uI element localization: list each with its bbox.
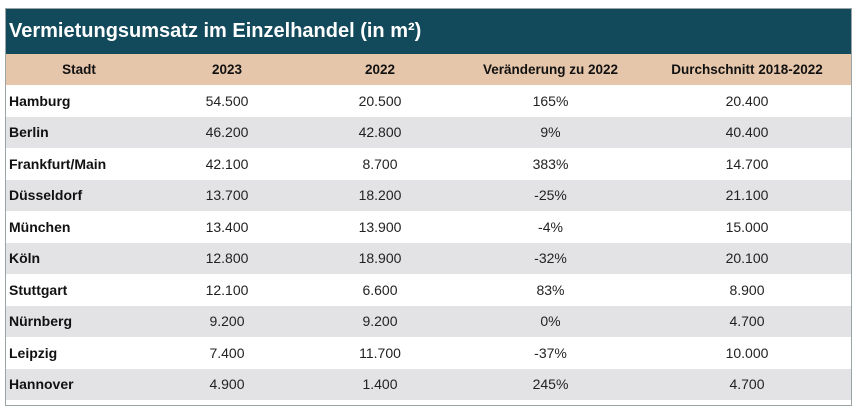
column-header-2022: 2022 — [302, 54, 458, 85]
table-row: Nürnberg 9.200 9.200 0% 4.700 — [6, 305, 851, 337]
table-row: Stuttgart 12.100 6.600 83% 8.900 — [6, 274, 851, 306]
value-2022-cell: 13.900 — [358, 218, 402, 235]
change-cell: 0% — [458, 305, 643, 337]
value-2023-cell: 46.200 — [152, 116, 302, 148]
table-row: Hannover 4.900 1.400 245% 4.700 — [6, 368, 851, 400]
header-row: Stadt 2023 2022 Veränderung zu 2022 Durc… — [6, 54, 851, 85]
change-cell: 83% — [536, 281, 565, 298]
average-cell: 20.100 — [643, 242, 851, 274]
table-row: München 13.400 13.900 -4% 15.000 — [6, 211, 851, 243]
city-cell: Berlin — [6, 116, 152, 148]
change-cell: -25% — [458, 179, 643, 211]
city-cell: Hamburg — [9, 92, 71, 109]
city-cell: Nürnberg — [6, 305, 152, 337]
value-2023-cell: 4.900 — [152, 368, 302, 400]
column-header-change: Veränderung zu 2022 — [458, 54, 643, 85]
average-cell: 8.900 — [729, 281, 765, 298]
average-cell: 21.100 — [643, 179, 851, 211]
average-cell: 40.400 — [643, 116, 851, 148]
value-2023-cell: 13.400 — [205, 218, 249, 235]
table-row: Köln 12.800 18.900 -32% 20.100 — [6, 242, 851, 274]
city-cell: Stuttgart — [9, 281, 68, 298]
city-cell: Leipzig — [9, 344, 58, 361]
change-cell: 383% — [532, 155, 569, 172]
average-cell: 14.700 — [725, 155, 769, 172]
change-cell: -37% — [534, 344, 567, 361]
city-cell: Frankfurt/Main — [9, 155, 107, 172]
value-2023-cell: 12.100 — [205, 281, 249, 298]
city-cell: Hannover — [6, 368, 152, 400]
table-row: Hamburg 54.500 20.500 165% 20.400 — [6, 85, 851, 117]
table-row: Leipzig 7.400 11.700 -37% 10.000 — [6, 337, 851, 369]
value-2023-cell: 12.800 — [152, 242, 302, 274]
average-cell: 10.000 — [725, 344, 769, 361]
table-row: Düsseldorf 13.700 18.200 -25% 21.100 — [6, 179, 851, 211]
value-2022-cell: 1.400 — [302, 368, 458, 400]
change-cell: 165% — [532, 92, 569, 109]
city-cell: München — [9, 218, 71, 235]
average-cell: 15.000 — [725, 218, 769, 235]
value-2023-cell: 9.200 — [152, 305, 302, 337]
table-row: Berlin 46.200 42.800 9% 40.400 — [6, 116, 851, 148]
table-title: Vermietungsumsatz im Einzelhandel (in m²… — [6, 9, 851, 54]
average-cell: 4.700 — [643, 305, 851, 337]
value-2022-cell: 9.200 — [302, 305, 458, 337]
change-cell: 245% — [458, 368, 643, 400]
column-header-average: Durchschnitt 2018-2022 — [643, 54, 851, 85]
change-cell: -4% — [538, 218, 563, 235]
city-cell: Düsseldorf — [6, 179, 152, 211]
table-card: Vermietungsumsatz im Einzelhandel (in m²… — [5, 8, 852, 406]
value-2023-cell: 13.700 — [152, 179, 302, 211]
value-2023-cell: 54.500 — [205, 92, 249, 109]
value-2022-cell: 20.500 — [358, 92, 402, 109]
value-2022-cell: 18.900 — [302, 242, 458, 274]
average-cell: 4.700 — [643, 368, 851, 400]
average-cell: 20.400 — [725, 92, 769, 109]
value-2022-cell: 18.200 — [302, 179, 458, 211]
change-cell: -32% — [458, 242, 643, 274]
table-row: Frankfurt/Main 42.100 8.700 383% 14.700 — [6, 148, 851, 180]
value-2023-cell: 7.400 — [209, 344, 245, 361]
value-2022-cell: 8.700 — [362, 155, 398, 172]
value-2023-cell: 42.100 — [205, 155, 249, 172]
column-header-2023: 2023 — [152, 54, 302, 85]
column-header-stadt: Stadt — [6, 54, 152, 85]
change-cell: 9% — [458, 116, 643, 148]
city-cell: Köln — [6, 242, 152, 274]
value-2022-cell: 42.800 — [302, 116, 458, 148]
value-2022-cell: 11.700 — [359, 344, 401, 361]
value-2022-cell: 6.600 — [362, 281, 398, 298]
rental-table: Stadt 2023 2022 Veränderung zu 2022 Durc… — [6, 54, 851, 400]
table-body: Hamburg 54.500 20.500 165% 20.400 Berlin 46.20… — [6, 85, 851, 400]
